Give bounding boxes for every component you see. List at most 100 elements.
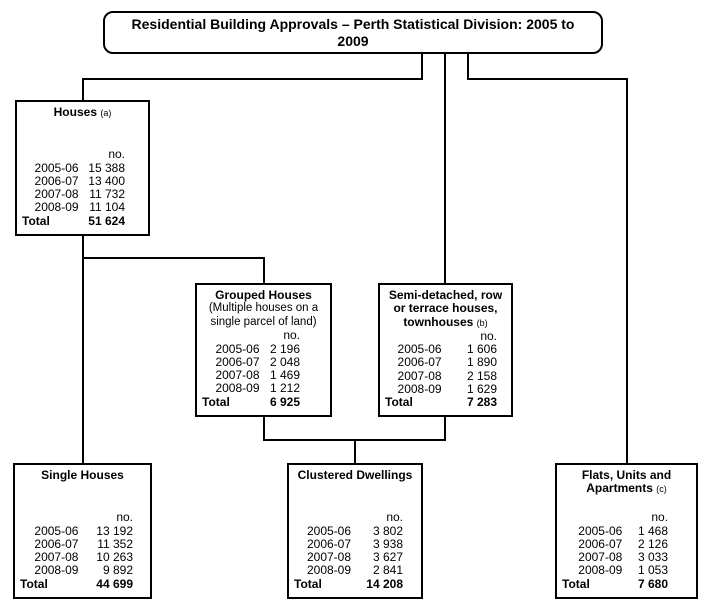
value: 3 802 xyxy=(372,523,403,538)
data-row: 2007-08 1 469 xyxy=(197,368,330,383)
houses-box-title: Houses (a) xyxy=(17,102,148,120)
semi-detached-box-title: Semi-detached, row or terrace houses, to… xyxy=(380,285,511,330)
data-row: 2006-07 1 890 xyxy=(380,355,511,370)
year-label: 2005-06 xyxy=(215,341,260,356)
connector-houses-to-single-houses xyxy=(82,236,84,463)
data-row: 2006-07 13 400 xyxy=(17,173,148,188)
year-label: 2007-08 xyxy=(397,368,442,383)
connector-grouped-drop xyxy=(263,257,265,283)
year-label: 2007-08 xyxy=(306,550,352,565)
unit-label: no. xyxy=(116,510,133,525)
flats-units-apartments-box: Flats, Units and Apartments (c) no. 2005… xyxy=(555,463,698,599)
data-row: 2005-06 3 802 xyxy=(289,523,421,538)
unit-row: no. xyxy=(289,510,421,525)
data-row: 2006-07 3 938 xyxy=(289,536,421,551)
value: 15 388 xyxy=(88,160,125,175)
data-row: 2008-09 9 892 xyxy=(15,563,150,578)
value: 3 938 xyxy=(372,536,403,551)
total-value: 7 283 xyxy=(466,395,497,410)
value: 3 627 xyxy=(372,550,403,565)
connector-grouped-to-merge xyxy=(263,417,265,441)
year-label: 2008-09 xyxy=(34,200,79,215)
value: 13 192 xyxy=(96,523,133,538)
connector-flats-drop xyxy=(626,78,628,463)
total-row: Total 51 624 xyxy=(17,213,148,228)
value: 9 892 xyxy=(102,563,133,578)
data-row: 2006-07 11 352 xyxy=(15,536,150,551)
grouped-houses-box-title: Grouped Houses xyxy=(197,285,330,302)
footnote-marker-a: (a) xyxy=(100,108,112,118)
unit-row: no. xyxy=(380,328,511,343)
value: 11 732 xyxy=(89,187,125,202)
data-row: 2007-08 2 158 xyxy=(380,368,511,383)
spacer xyxy=(17,120,148,148)
data-row: 2007-08 3 627 xyxy=(289,550,421,565)
spacer xyxy=(15,482,150,511)
single-houses-box: Single Houses no. 2005-06 13 192 2006-07 1… xyxy=(13,463,152,599)
flats-units-apartments-box-title: Flats, Units and Apartments (c) xyxy=(557,465,696,497)
unit-row: no. xyxy=(197,328,330,343)
total-row: Total 14 208 xyxy=(289,576,421,591)
total-row: Total 6 925 xyxy=(197,394,330,409)
total-label: Total xyxy=(202,394,230,409)
grouped-houses-box: Grouped Houses (Multiple houses on a sin… xyxy=(195,283,332,417)
box-title-text: Grouped Houses xyxy=(215,288,312,302)
footnote-marker-b: (b) xyxy=(476,317,488,328)
connector-houses-drop xyxy=(82,78,84,100)
data-row: 2008-09 1 629 xyxy=(380,382,511,397)
data-row: 2008-09 1 212 xyxy=(197,381,330,396)
diagram-title-box: Residential Building Approvals – Perth S… xyxy=(103,11,603,54)
year-label: 2008-09 xyxy=(578,563,623,578)
value: 2 196 xyxy=(269,341,300,356)
value: 1 629 xyxy=(466,382,497,397)
spacer xyxy=(289,482,421,511)
year-label: 2008-09 xyxy=(306,563,352,578)
year-label: 2008-09 xyxy=(397,382,442,397)
value: 1 212 xyxy=(269,381,300,396)
unit-label: no. xyxy=(480,328,497,343)
year-label: 2006-07 xyxy=(397,355,442,370)
unit-row: no. xyxy=(557,510,696,524)
data-row: 2006-07 2 048 xyxy=(197,355,330,369)
data-row: 2008-09 2 841 xyxy=(289,563,421,578)
total-value: 44 699 xyxy=(96,576,133,591)
data-row: 2005-06 15 388 xyxy=(17,160,148,175)
year-label: 2006-07 xyxy=(34,536,79,551)
data-row: 2006-07 2 126 xyxy=(557,537,696,551)
value: 1 468 xyxy=(637,523,668,538)
total-label: Total xyxy=(562,576,590,591)
houses-box: Houses (a) no. 2005-06 15 388 2006-07 13 4… xyxy=(15,100,150,236)
unit-row: no. xyxy=(17,147,148,161)
total-label: Total xyxy=(385,395,413,410)
year-label: 2007-08 xyxy=(578,550,623,565)
unit-label: no. xyxy=(386,510,403,525)
total-value: 6 925 xyxy=(269,394,300,409)
total-value: 14 208 xyxy=(366,576,403,591)
data-row: 2005-06 1 468 xyxy=(557,523,696,538)
value: 1 890 xyxy=(466,355,497,370)
year-label: 2005-06 xyxy=(34,160,79,175)
year-label: 2006-07 xyxy=(306,536,352,551)
value: 1 469 xyxy=(269,368,300,383)
connector-title-to-flats-horizontal xyxy=(467,78,628,80)
connector-title-to-houses-horizontal xyxy=(82,78,423,80)
year-label: 2005-06 xyxy=(578,523,623,538)
year-label: 2006-07 xyxy=(34,173,79,188)
year-label: 2005-06 xyxy=(34,523,79,538)
unit-label: no. xyxy=(283,328,300,343)
footnote-marker-c: (c) xyxy=(656,484,667,495)
value: 13 400 xyxy=(88,173,125,188)
total-value: 51 624 xyxy=(88,213,125,228)
year-label: 2007-08 xyxy=(34,187,79,202)
value: 11 104 xyxy=(89,200,125,215)
value: 11 352 xyxy=(97,536,133,551)
box-title-text: Semi-detached, row or terrace houses, to… xyxy=(388,288,503,329)
data-row: 2007-08 3 033 xyxy=(557,550,696,565)
connector-title-to-houses-stub xyxy=(421,53,423,79)
total-label: Total xyxy=(22,213,50,228)
connector-houses-to-grouped-horizontal xyxy=(82,257,265,259)
data-row: 2007-08 10 263 xyxy=(15,550,150,564)
diagram-title: Residential Building Approvals – Perth S… xyxy=(131,15,575,49)
data-row: 2007-08 11 732 xyxy=(17,187,148,202)
